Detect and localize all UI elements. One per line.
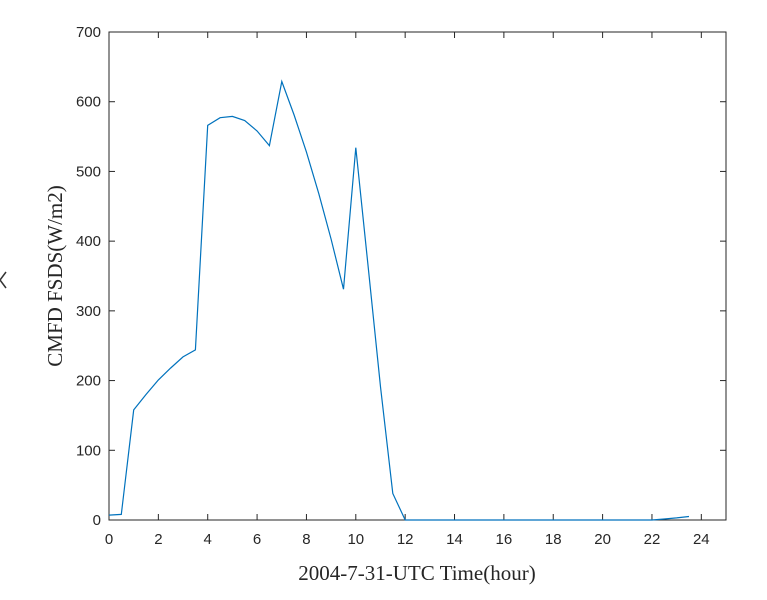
x-tick-label: 20 (594, 531, 611, 548)
y-tick-label: 200 (76, 373, 101, 390)
x-tick-label: 6 (253, 531, 261, 548)
x-tick-label: 10 (347, 531, 364, 548)
y-tick-label: 600 (76, 94, 101, 111)
y-axis-label: CMFD FSDS(W/m2) (43, 185, 67, 366)
x-tick-label: 16 (496, 531, 513, 548)
y-tick-label: 400 (76, 233, 101, 250)
y-tick-label: 0 (93, 512, 101, 529)
x-tick-label: 18 (545, 531, 562, 548)
y-tick-label: 500 (76, 163, 101, 180)
x-tick-label: 2 (154, 531, 162, 548)
plot-area (108, 31, 727, 521)
x-tick-label: 12 (397, 531, 414, 548)
x-tick-label: 8 (302, 531, 310, 548)
series-line (108, 79, 690, 521)
x-tick-label: 24 (693, 531, 710, 548)
y-tick-label: 100 (76, 442, 101, 459)
y-tick-label: 300 (76, 303, 101, 320)
x-tick-label: 22 (644, 531, 661, 548)
y-tick-label: 700 (76, 24, 101, 41)
x-tick-label: 0 (105, 531, 113, 548)
x-tick-label: 14 (446, 531, 463, 548)
x-axis-label: 2004-7-31-UTC Time(hour) (298, 561, 535, 585)
x-tick-label: 4 (204, 531, 212, 548)
edge-chevron-icon (0, 271, 7, 289)
